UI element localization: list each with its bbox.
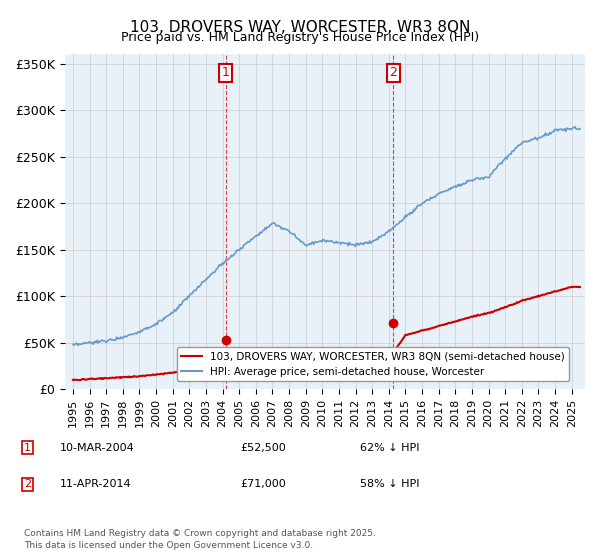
Text: Contains HM Land Registry data © Crown copyright and database right 2025.: Contains HM Land Registry data © Crown c…: [24, 530, 376, 539]
Text: 62% ↓ HPI: 62% ↓ HPI: [360, 443, 419, 453]
Text: 2: 2: [389, 66, 397, 80]
Text: 1: 1: [24, 443, 31, 453]
Text: Price paid vs. HM Land Registry's House Price Index (HPI): Price paid vs. HM Land Registry's House …: [121, 31, 479, 44]
Text: 10-MAR-2004: 10-MAR-2004: [60, 443, 135, 453]
Text: £52,500: £52,500: [240, 443, 286, 453]
Legend: 103, DROVERS WAY, WORCESTER, WR3 8QN (semi-detached house), HPI: Average price, : 103, DROVERS WAY, WORCESTER, WR3 8QN (se…: [177, 347, 569, 381]
Text: 58% ↓ HPI: 58% ↓ HPI: [360, 479, 419, 489]
Text: £71,000: £71,000: [240, 479, 286, 489]
Text: 11-APR-2014: 11-APR-2014: [60, 479, 131, 489]
Text: 1: 1: [222, 66, 230, 80]
Text: 2: 2: [24, 479, 31, 489]
Text: This data is licensed under the Open Government Licence v3.0.: This data is licensed under the Open Gov…: [24, 541, 313, 550]
Text: 103, DROVERS WAY, WORCESTER, WR3 8QN: 103, DROVERS WAY, WORCESTER, WR3 8QN: [130, 20, 470, 35]
